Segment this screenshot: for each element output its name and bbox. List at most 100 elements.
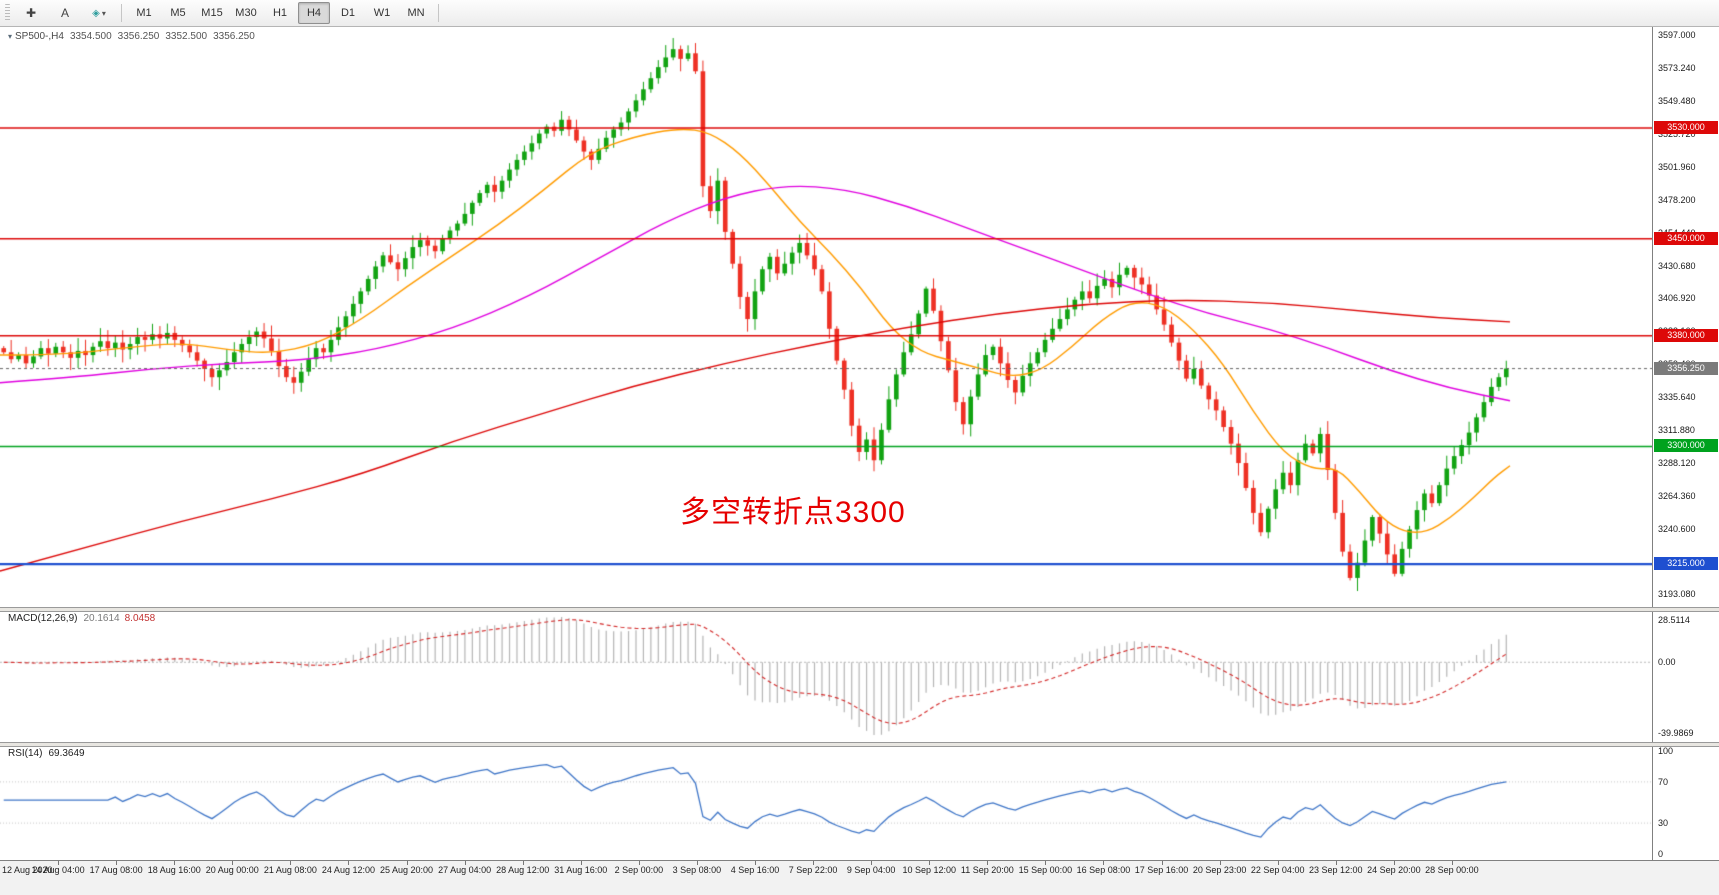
chart-canvas[interactable] — [0, 27, 1719, 895]
timeframe-button-w1[interactable]: W1 — [373, 7, 391, 19]
price-level-badge: 3215.000 — [1654, 557, 1718, 571]
time-label: 15 Sep 00:00 — [1018, 865, 1073, 875]
time-label: 7 Sep 22:00 — [788, 865, 838, 875]
price-tick-label: 3335.640 — [1658, 392, 1696, 403]
time-label: 14 Aug 04:00 — [31, 865, 85, 875]
crosshair-button[interactable]: ✚ — [15, 2, 47, 24]
panel-divider-rsi[interactable] — [0, 742, 1719, 747]
chart-window: 3597.0003573.2403549.4803525.7203501.960… — [0, 27, 1719, 895]
time-tick — [871, 861, 873, 865]
price-tick-label: 3264.360 — [1658, 490, 1696, 501]
time-tick — [987, 861, 989, 865]
price-level-badge: 3300.000 — [1654, 439, 1718, 453]
time-tick — [813, 861, 815, 865]
time-tick — [58, 861, 60, 865]
price-tick-label: 3430.680 — [1658, 260, 1696, 271]
text-label-icon: A — [60, 6, 69, 20]
shapes-icon: ◈ — [92, 7, 100, 19]
drawing-tools-group: ✚ A ◈ ▾ — [14, 2, 116, 24]
time-tick — [929, 861, 931, 865]
time-label: 20 Aug 00:00 — [205, 865, 259, 875]
time-label: 23 Sep 12:00 — [1308, 865, 1363, 875]
price-level-badge: 3450.000 — [1654, 231, 1718, 245]
price-level-badge: 3530.000 — [1654, 121, 1718, 135]
macd-axis-zero: 0.00 — [1658, 657, 1676, 668]
time-label: 28 Sep 00:00 — [1425, 865, 1479, 875]
time-label: 17 Sep 16:00 — [1134, 865, 1189, 875]
time-label: 31 Aug 16:00 — [554, 865, 608, 875]
time-tick — [406, 861, 408, 865]
time-label: 9 Sep 04:00 — [846, 865, 896, 875]
time-tick — [174, 861, 176, 865]
time-label: 2 Sep 00:00 — [614, 865, 664, 875]
toolbar-separator — [121, 4, 122, 22]
time-tick — [290, 861, 292, 865]
price-tick-label: 3311.880 — [1658, 424, 1695, 435]
rsi-axis-label: 0 — [1658, 849, 1664, 859]
time-tick — [1277, 861, 1279, 865]
price-level-badge: 3380.000 — [1654, 328, 1718, 342]
timeframe-button-h1[interactable]: H1 — [272, 7, 288, 19]
time-label: 28 Aug 12:00 — [496, 865, 550, 875]
chevron-down-icon: ▾ — [101, 8, 106, 18]
time-label: 20 Sep 23:00 — [1192, 865, 1247, 875]
rsi-axis-label: 30 — [1658, 818, 1669, 829]
time-label: 24 Sep 20:00 — [1367, 865, 1421, 875]
time-tick — [580, 861, 582, 865]
price-tick-label: 3501.960 — [1658, 161, 1696, 172]
time-label: 12 Aug 2020 — [2, 865, 53, 875]
time-tick — [1335, 861, 1337, 865]
time-tick — [696, 861, 698, 865]
shapes-button[interactable]: ◈ ▾ — [83, 2, 115, 24]
time-label: 16 Sep 08:00 — [1076, 865, 1131, 875]
time-tick — [1451, 861, 1453, 865]
macd-axis-max: 28.5114 — [1658, 615, 1690, 625]
price-tick-label: 3193.080 — [1658, 589, 1696, 600]
price-tick-label: 3406.920 — [1658, 293, 1696, 304]
time-tick — [116, 861, 118, 865]
toolbar-separator — [438, 4, 439, 22]
timeframes-group: M1 M5 M15 M30 H1 H4 D1 W1 MN — [127, 2, 433, 24]
timeframe-button-h4[interactable]: H4 — [298, 2, 330, 24]
price-tick-label: 3288.120 — [1658, 457, 1696, 468]
macd-axis-min: -39.9869 — [1658, 728, 1694, 738]
time-tick — [1393, 861, 1395, 865]
time-tick — [755, 861, 756, 865]
timeframe-button-m5[interactable]: M5 — [170, 7, 186, 19]
timeframe-button-m15[interactable]: M15 — [201, 7, 223, 19]
timeframe-button-m30[interactable]: M30 — [235, 7, 257, 19]
price-tick-label: 3597.000 — [1658, 30, 1696, 41]
panel-divider-macd[interactable] — [0, 607, 1719, 612]
price-tick-label: 3549.480 — [1658, 96, 1696, 107]
time-tick — [1219, 861, 1221, 865]
current-price-badge: 3356.250 — [1654, 361, 1718, 375]
timeframe-button-m1[interactable]: M1 — [136, 7, 152, 19]
toolbar-drag-handle[interactable] — [5, 4, 10, 22]
time-tick — [1103, 861, 1105, 865]
price-tick-label: 3573.240 — [1658, 63, 1696, 74]
price-tick-label: 3240.600 — [1658, 523, 1696, 534]
timeframe-button-mn[interactable]: MN — [407, 7, 425, 19]
rsi-axis-label: 100 — [1658, 746, 1674, 756]
crosshair-icon: ✚ — [25, 6, 37, 20]
price-tick-label: 3478.200 — [1658, 194, 1696, 205]
timeframe-button-d1[interactable]: D1 — [340, 7, 356, 19]
time-label: 3 Sep 08:00 — [672, 865, 722, 875]
time-label: 4 Sep 16:00 — [730, 865, 780, 875]
time-label: 25 Aug 20:00 — [380, 865, 434, 875]
rsi-axis-label: 70 — [1658, 776, 1669, 787]
time-tick — [638, 861, 640, 865]
time-label: 17 Aug 08:00 — [89, 865, 143, 875]
time-label: 21 Aug 08:00 — [263, 865, 317, 875]
time-axis[interactable]: 12 Aug 2020 14 Aug 04:00 17 Aug 08:00 18 Au… — [0, 860, 1719, 895]
time-label: 27 Aug 04:00 — [438, 865, 492, 875]
time-tick — [232, 861, 234, 865]
text-label-button[interactable]: A — [49, 2, 81, 24]
price-axis[interactable]: 3597.0003573.2403549.4803525.7203501.960… — [1652, 27, 1719, 860]
time-tick — [1045, 861, 1047, 865]
time-tick — [348, 861, 350, 865]
time-label: 18 Aug 16:00 — [147, 865, 201, 875]
toolbar: ✚ A ◈ ▾ M1 M5 M15 M30 H1 H4 D1 W1 MN — [0, 0, 1719, 27]
time-tick — [522, 861, 524, 865]
